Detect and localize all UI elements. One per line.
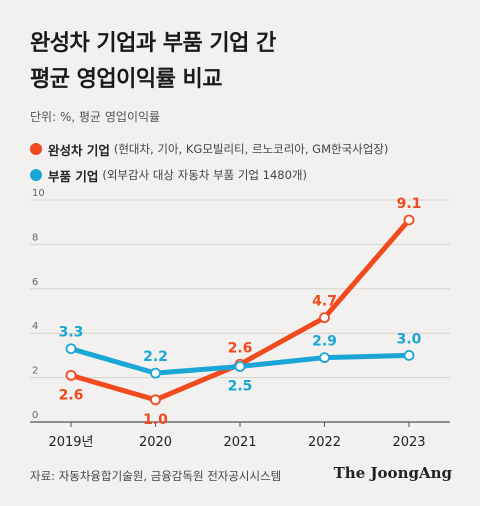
data-point-automakers (319, 312, 330, 324)
unit-note: 단위: %, 평균 영업이익률 (30, 110, 161, 124)
data-point-automakers (65, 369, 77, 381)
data-point-parts-makers (65, 343, 77, 355)
y-tick-label: 2 (32, 366, 38, 377)
data-label-automakers: 1.0 (143, 412, 168, 428)
y-tick-label: 0 (32, 410, 38, 421)
legend-marker-parts-makers (30, 169, 42, 181)
data-label-parts-makers: 2.9 (312, 334, 337, 350)
x-tick-label: 2021 (223, 435, 256, 450)
chart-title-line-2: 평균 영업이익률 비교 (30, 67, 222, 92)
data-label-automakers: 4.7 (312, 294, 337, 310)
x-tick-label: 2020 (139, 435, 172, 450)
data-point-parts-makers (150, 367, 161, 379)
legend-item-automakers: 완성차 기업 (현대차, 기아, KG모빌리티, 르노코리아, GM한국사업장) (30, 136, 388, 162)
y-tick-label: 6 (32, 277, 38, 288)
series-line-automakers (68, 217, 412, 403)
data-label-automakers: 2.6 (228, 340, 253, 356)
x-tick-label: 2019년 (48, 435, 93, 450)
y-tick-label: 10 (32, 188, 45, 199)
x-tick-label: 2023 (392, 435, 425, 450)
data-label-parts-makers: 2.2 (143, 349, 168, 365)
publisher-logo: The JoongAng (333, 464, 452, 482)
data-point-parts-makers (234, 361, 246, 372)
legend-label-parts-makers: 부품 기업 (48, 168, 99, 184)
data-point-parts-makers (403, 349, 415, 361)
chart-title: 완성차 기업과 부품 기업 간 평균 영업이익률 비교 (30, 26, 460, 98)
data-point-parts-makers (319, 352, 330, 364)
legend: 완성차 기업 (현대차, 기아, KG모빌리티, 르노코리아, GM한국사업장)… (30, 136, 388, 188)
legend-label-automakers: 완성차 기업 (48, 142, 110, 158)
source-note: 자료: 자동차융합기술원, 금융감독원 전자공시시스템 (30, 469, 282, 483)
data-point-automakers (403, 214, 415, 226)
data-label-automakers: 9.1 (397, 196, 422, 212)
chart-title-line-1: 완성차 기업과 부품 기업 간 (30, 31, 276, 56)
data-label-parts-makers: 3.0 (397, 331, 422, 347)
y-tick-label: 4 (32, 321, 38, 332)
legend-note-parts-makers: (외부감사 대상 자동차 부품 기업 1480개) (102, 168, 307, 182)
legend-marker-automakers (30, 143, 42, 155)
y-tick-label: 8 (32, 232, 38, 243)
x-tick-label: 2022 (308, 435, 341, 450)
data-point-automakers (150, 394, 161, 406)
legend-item-parts-makers: 부품 기업 (외부감사 대상 자동차 부품 기업 1480개) (30, 162, 388, 188)
legend-note-automakers: (현대차, 기아, KG모빌리티, 르노코리아, GM한국사업장) (113, 142, 389, 156)
data-label-parts-makers: 3.3 (59, 325, 84, 341)
data-label-parts-makers: 2.5 (228, 379, 253, 395)
data-label-automakers: 2.6 (59, 387, 84, 403)
